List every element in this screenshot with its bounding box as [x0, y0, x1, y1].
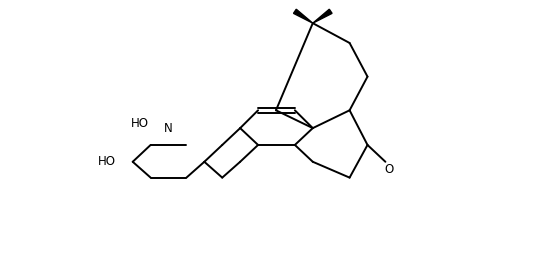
Text: HO: HO: [98, 155, 116, 168]
Text: N: N: [164, 122, 173, 135]
Text: HO: HO: [131, 117, 149, 130]
Polygon shape: [313, 9, 332, 23]
Polygon shape: [294, 9, 313, 23]
Text: O: O: [385, 163, 394, 176]
